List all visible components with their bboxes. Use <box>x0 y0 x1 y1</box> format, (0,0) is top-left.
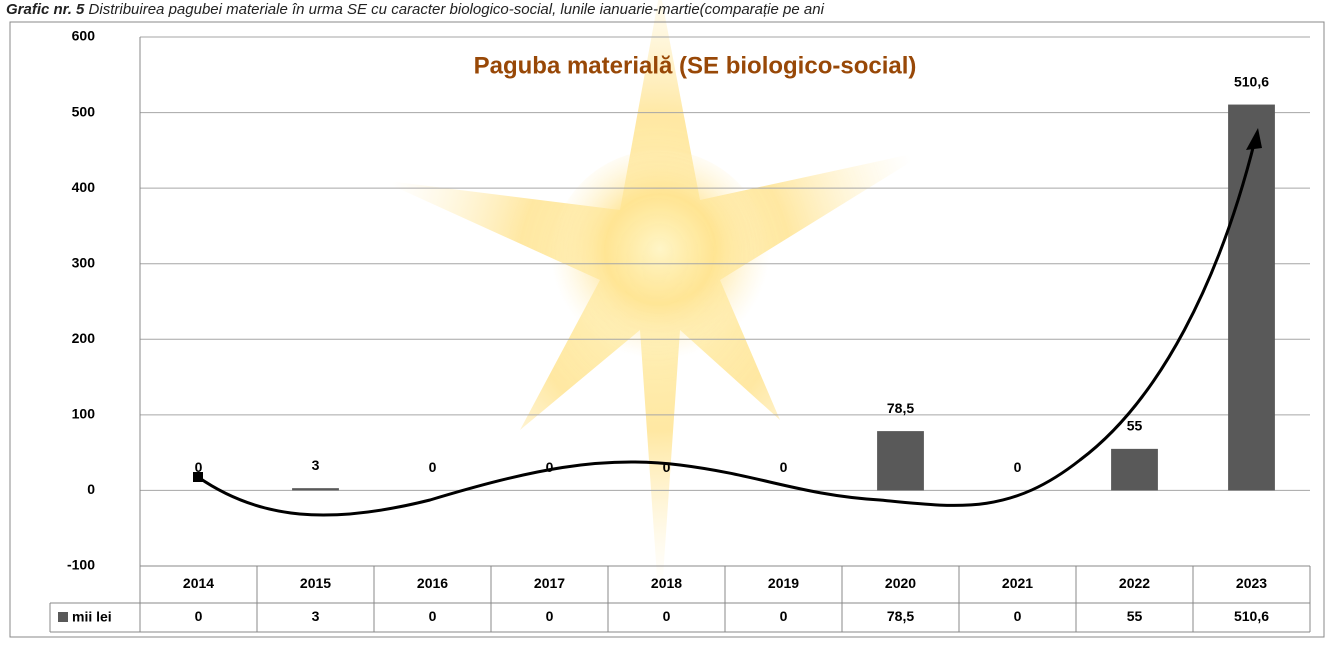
data-label: 0 <box>1014 459 1022 475</box>
bar <box>877 431 924 490</box>
background-decoration <box>380 0 930 620</box>
table-value: 78,5 <box>887 608 914 624</box>
bar <box>1228 105 1275 491</box>
x-tick-label: 2018 <box>651 575 682 591</box>
y-tick-label: 0 <box>87 481 95 497</box>
table-value: 3 <box>312 608 320 624</box>
table-value: 0 <box>195 608 203 624</box>
table-value: 55 <box>1127 608 1143 624</box>
data-label: 510,6 <box>1234 73 1269 89</box>
y-tick-label: -100 <box>67 557 95 573</box>
legend-label: mii lei <box>72 609 112 625</box>
table-value: 0 <box>663 608 671 624</box>
caption: Grafic nr. 5 Distribuirea pagubei materi… <box>6 1 825 18</box>
data-label: 78,5 <box>887 400 914 416</box>
y-tick-label: 300 <box>72 254 96 270</box>
legend-swatch <box>58 612 68 622</box>
data-label: 0 <box>429 459 437 475</box>
arrow-start <box>193 472 203 482</box>
x-tick-label: 2021 <box>1002 575 1033 591</box>
x-tick-label: 2019 <box>768 575 799 591</box>
chart-title: Paguba materială (SE biologico-social) <box>474 52 917 79</box>
y-tick-label: 100 <box>72 406 96 422</box>
data-label: 0 <box>663 459 671 475</box>
table-value: 0 <box>1014 608 1022 624</box>
table-value: 0 <box>429 608 437 624</box>
x-tick-label: 2017 <box>534 575 565 591</box>
table-value: 0 <box>546 608 554 624</box>
x-tick-label: 2020 <box>885 575 916 591</box>
data-label: 0 <box>780 459 788 475</box>
data-label: 55 <box>1127 418 1143 434</box>
bar <box>292 488 339 490</box>
caption-text: Distribuirea pagubei materiale în urma S… <box>89 1 825 18</box>
table-value: 510,6 <box>1234 608 1269 624</box>
y-tick-label: 200 <box>72 330 96 346</box>
x-tick-label: 2015 <box>300 575 331 591</box>
x-tick-label: 2022 <box>1119 575 1150 591</box>
caption-label: Grafic nr. 5 <box>6 1 85 18</box>
data-label: 0 <box>546 459 554 475</box>
x-tick-label: 2016 <box>417 575 448 591</box>
y-tick-label: 500 <box>72 103 96 119</box>
chart: Grafic nr. 5 Distribuirea pagubei materi… <box>0 0 1328 641</box>
x-tick-label: 2014 <box>183 575 214 591</box>
bar <box>1111 449 1158 491</box>
x-tick-label: 2023 <box>1236 575 1267 591</box>
data-label: 3 <box>312 457 320 473</box>
table-value: 0 <box>780 608 788 624</box>
y-tick-label: 600 <box>72 28 96 44</box>
y-tick-label: 400 <box>72 179 96 195</box>
